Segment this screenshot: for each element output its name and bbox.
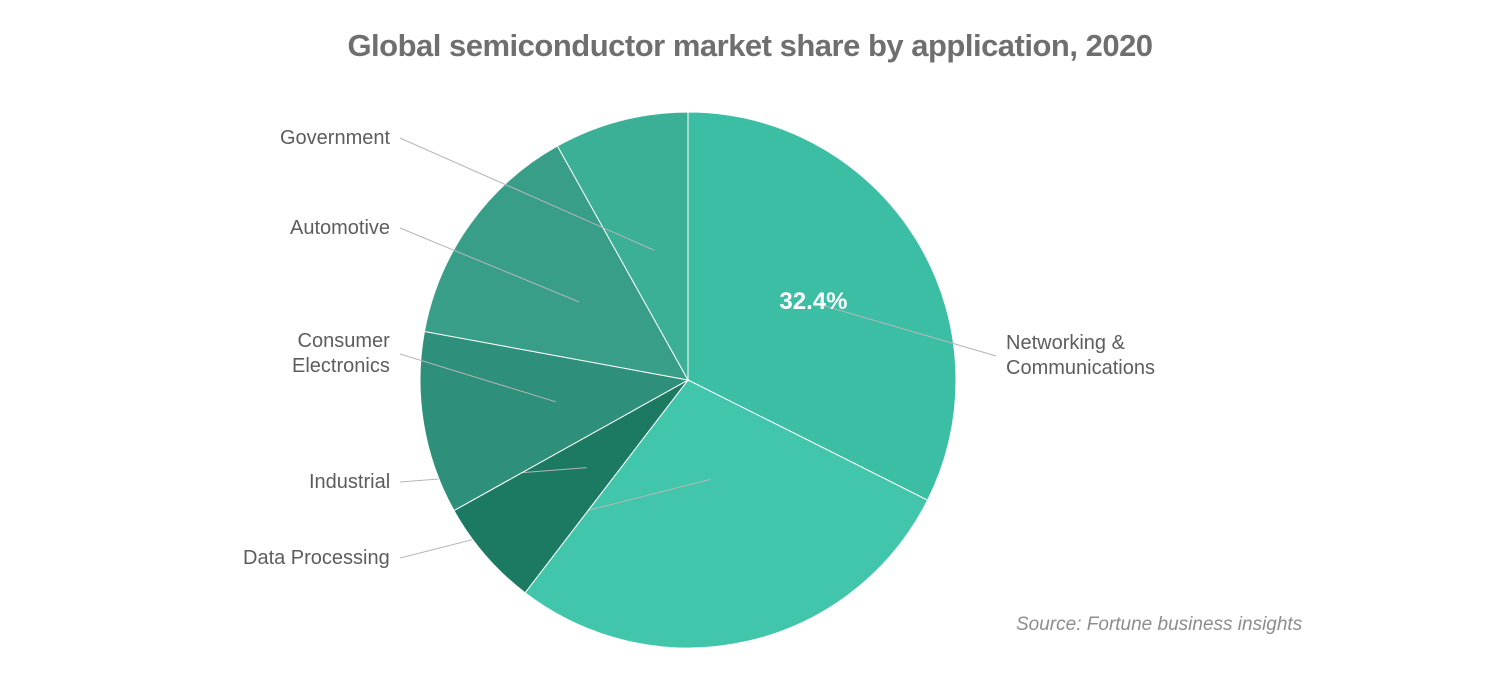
slice-label: Networking &Communications	[1006, 331, 1155, 381]
slice-label: Industrial	[309, 470, 390, 495]
slice-label: Data Processing	[243, 546, 390, 571]
source-text: Fortune business insights	[1087, 614, 1302, 635]
slice-value-label: 32.4%	[763, 288, 863, 316]
chart-stage: Global semiconductor market share by app…	[0, 0, 1500, 678]
source-prefix: Source:	[1016, 614, 1087, 635]
source-citation: Source: Fortune business insights	[1016, 614, 1302, 636]
slice-label: Government	[280, 126, 390, 151]
slice-label: Automotive	[290, 216, 390, 241]
slice-label: ConsumerElectronics	[292, 329, 390, 379]
pie-chart	[0, 0, 1500, 678]
